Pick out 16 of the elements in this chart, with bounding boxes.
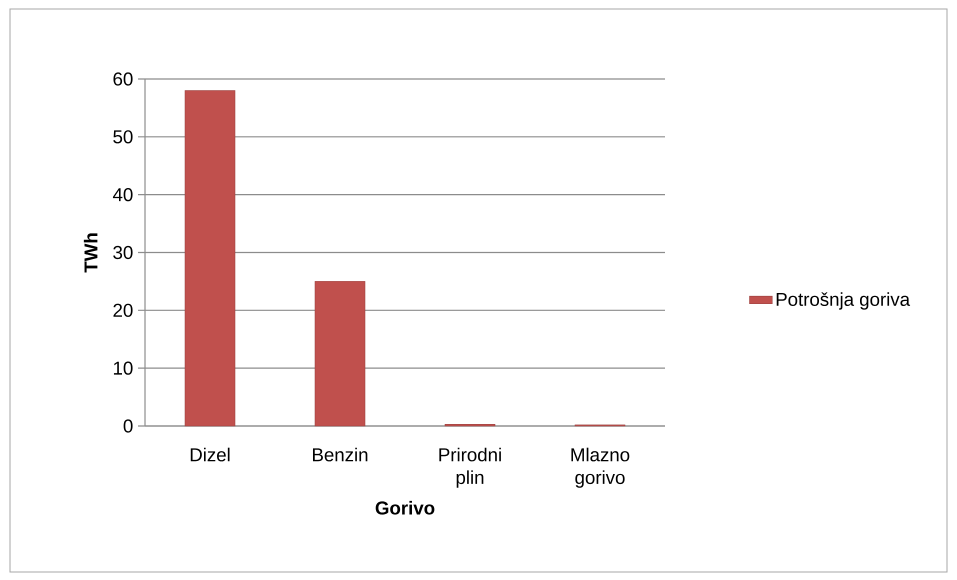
y-tick-label: 40	[112, 188, 133, 202]
y-axis-title: TWh	[84, 233, 98, 272]
y-tick-label: 50	[113, 130, 133, 144]
x-axis-title: Gorivo	[376, 500, 434, 515]
x-tick-label: Dizel	[190, 448, 230, 462]
y-tick-label: 10	[114, 362, 133, 375]
x-tick-label: Prirodni plin	[439, 448, 501, 488]
y-tick-label: 20	[113, 304, 133, 317]
legend-label: Potrošnja goriva	[776, 292, 910, 310]
bar	[184, 90, 236, 426]
bar	[314, 281, 366, 426]
y-tick-label: 30	[113, 246, 133, 260]
x-tick-label: Benzin	[312, 448, 368, 462]
y-tick-label: 60	[113, 72, 133, 86]
y-tick-label: 0	[124, 419, 133, 433]
x-tick-label: Mlazno gorivo	[571, 448, 630, 488]
